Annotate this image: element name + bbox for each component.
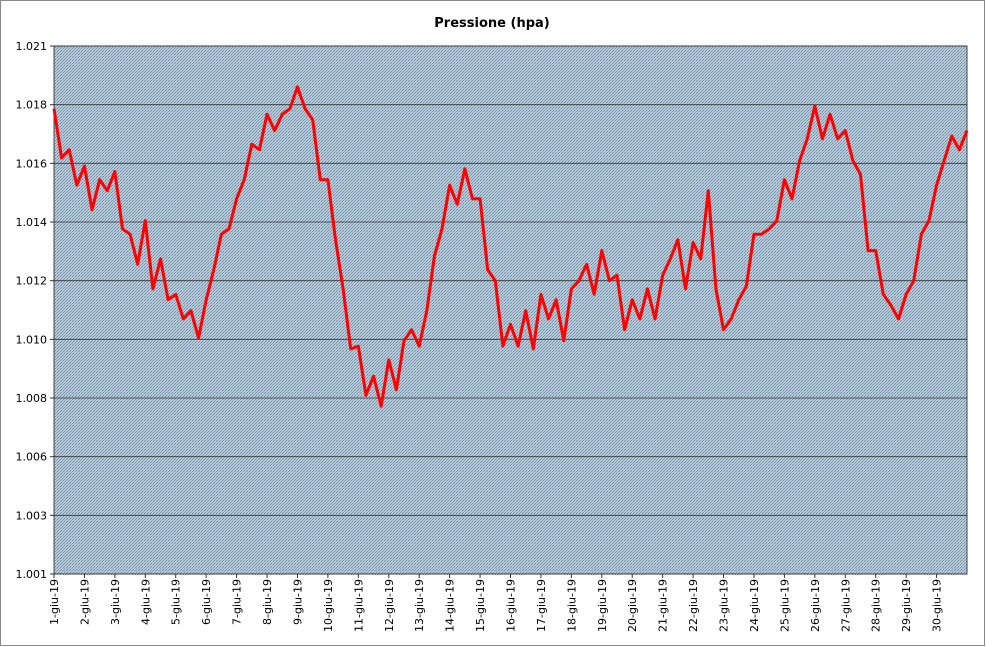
x-tick-label: 25-giu-19 bbox=[778, 579, 791, 632]
y-tick-label: 1.016 bbox=[16, 157, 48, 170]
y-tick-label: 1.021 bbox=[16, 40, 48, 53]
x-tick-label: 5-giu-19 bbox=[170, 579, 183, 625]
x-tick-label: 21-giu-19 bbox=[657, 579, 670, 632]
x-tick-label: 18-giu-19 bbox=[565, 579, 578, 632]
x-tick-label: 17-giu-19 bbox=[535, 579, 548, 632]
x-tick-label: 9-giu-19 bbox=[291, 579, 304, 625]
x-tick-label: 22-giu-19 bbox=[687, 579, 700, 632]
x-tick-label: 20-giu-19 bbox=[626, 579, 639, 632]
y-tick-label: 1.010 bbox=[16, 333, 48, 346]
x-tick-label: 14-giu-19 bbox=[444, 579, 457, 632]
x-tick-label: 27-giu-19 bbox=[839, 579, 852, 632]
x-tick-label: 13-giu-19 bbox=[413, 579, 426, 632]
x-tick-label: 6-giu-19 bbox=[200, 579, 213, 625]
y-tick-label: 1.008 bbox=[16, 392, 48, 405]
y-tick-label: 1.006 bbox=[16, 451, 48, 464]
x-tick-label: 3-giu-19 bbox=[109, 579, 122, 625]
x-tick-label: 4-giu-19 bbox=[139, 579, 152, 625]
plot-area bbox=[53, 45, 968, 575]
chart-title: Pressione (hpa) bbox=[434, 16, 549, 31]
y-tick-label: 1.018 bbox=[16, 99, 48, 112]
y-tick-label: 1.012 bbox=[16, 275, 48, 288]
y-tick-label: 1.001 bbox=[16, 568, 48, 581]
x-tick-label: 30-giu-19 bbox=[931, 579, 944, 632]
y-tick-label: 1.003 bbox=[16, 509, 48, 522]
x-tick-label: 11-giu-19 bbox=[352, 579, 365, 632]
data-line bbox=[52, 85, 969, 408]
x-tick-label: 29-giu-19 bbox=[900, 579, 913, 632]
x-tick-label: 8-giu-19 bbox=[261, 579, 274, 625]
x-tick-label: 2-giu-19 bbox=[78, 579, 91, 625]
x-tick-label: 1-giu-19 bbox=[48, 579, 61, 625]
x-tick-label: 15-giu-19 bbox=[474, 579, 487, 632]
x-tick-label: 19-giu-19 bbox=[596, 579, 609, 632]
x-tick-label: 28-giu-19 bbox=[870, 579, 883, 632]
x-tick-label: 23-giu-19 bbox=[718, 579, 731, 632]
x-tick-label: 12-giu-19 bbox=[383, 579, 396, 632]
x-tick-label: 26-giu-19 bbox=[809, 579, 822, 632]
x-tick-label: 24-giu-19 bbox=[748, 579, 761, 632]
x-tick-label: 7-giu-19 bbox=[231, 579, 244, 625]
x-tick-label: 10-giu-19 bbox=[322, 579, 335, 632]
x-tick-label: 16-giu-19 bbox=[505, 579, 518, 632]
y-tick-label: 1.014 bbox=[16, 216, 48, 229]
